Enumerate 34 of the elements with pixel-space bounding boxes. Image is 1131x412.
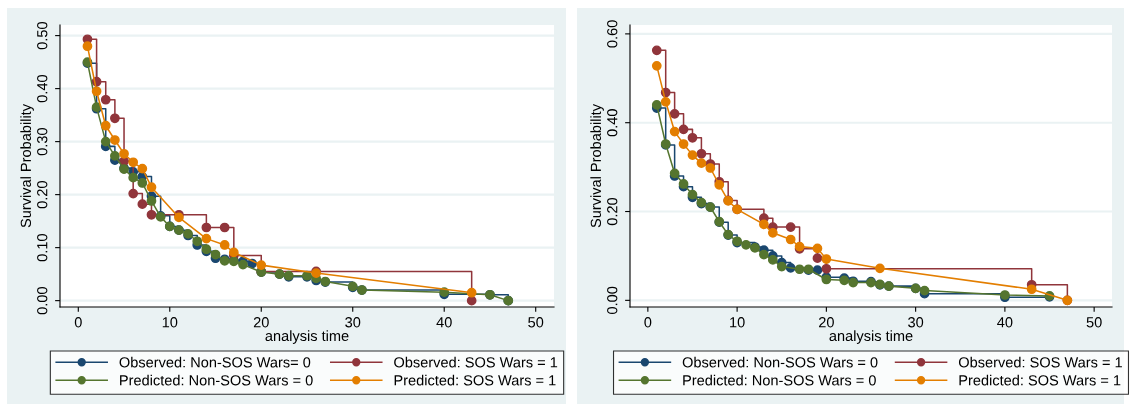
y-tick-label: 0.00 — [607, 286, 618, 314]
y-tick-label: 0.40 — [37, 74, 48, 103]
legend-label: Observed: SOS Wars = 1 — [394, 356, 558, 368]
legend-label: Observed: Non-SOS Wars= 0 — [119, 356, 311, 368]
x-tick-label: 40 — [436, 317, 452, 328]
y-tick-label: 0.20 — [37, 181, 48, 209]
legend-label: Predicted: SOS Wars = 1 — [394, 374, 556, 386]
x-tick-label: 50 — [1086, 317, 1102, 328]
y-tick-label: 0.10 — [37, 234, 48, 262]
y-axis-title: Survival Probability — [20, 104, 34, 228]
x-tick-label: 0 — [74, 317, 82, 328]
y-tick-label: 0.60 — [607, 20, 618, 48]
legend-label: Observed: Non-SOS Wars = 0 — [682, 356, 878, 368]
legend-label: Predicted: Non-SOS Wars = 0 — [120, 374, 313, 386]
y-tick-label: 0.20 — [607, 197, 618, 226]
x-tick-label: 20 — [818, 317, 834, 328]
x-axis-title: analysis time — [829, 330, 913, 344]
legend-label: Predicted: SOS Wars = 1 — [959, 374, 1121, 386]
y-tick-label: 0.40 — [607, 109, 618, 137]
x-tick-label: 30 — [345, 317, 361, 328]
y-tick-label: 0.30 — [37, 127, 48, 156]
x-tick-label: 30 — [908, 317, 924, 328]
x-tick-label: 10 — [162, 317, 178, 328]
x-axis-title: analysis time — [265, 330, 349, 344]
y-tick-label: 0.50 — [37, 21, 48, 50]
legend-label: Predicted: Non-SOS Wars = 0 — [683, 374, 876, 386]
x-tick-label: 20 — [253, 317, 269, 328]
y-axis-title: Survival Probability — [590, 104, 604, 228]
x-tick-label: 50 — [528, 317, 544, 328]
legend-label: Observed: SOS Wars = 1 — [958, 356, 1122, 368]
x-tick-label: 10 — [730, 317, 745, 328]
x-tick-label: 0 — [644, 317, 652, 328]
x-tick-label: 40 — [997, 317, 1013, 328]
y-tick-label: 0.00 — [37, 287, 48, 315]
